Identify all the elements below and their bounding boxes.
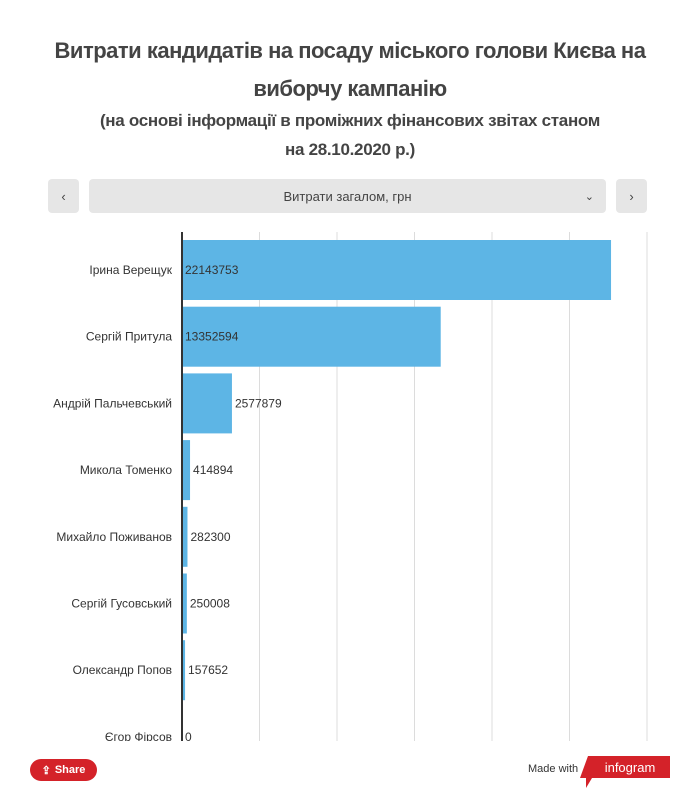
chart-subtitle: (на основі інформації в проміжних фінанс…: [99, 111, 601, 159]
data-label: 2577879: [235, 396, 282, 410]
bar: [182, 506, 188, 567]
chevron-down-icon: ⌄: [584, 190, 594, 203]
bar: [182, 573, 187, 634]
bar: [182, 640, 186, 701]
share-icon: ⇪: [41, 764, 51, 777]
bar-chart: Ірина Верещук 22143753 Сергій Притула 13352…: [0, 232, 700, 741]
share-button[interactable]: ⇪ Share: [30, 759, 97, 781]
bar: [182, 306, 441, 367]
dataset-dropdown[interactable]: Витрати загалом, грн ⌄: [89, 179, 606, 213]
brand-text: infogram: [605, 760, 656, 775]
share-label: Share: [54, 764, 86, 776]
category-label: Ірина Верещук: [89, 263, 172, 277]
data-label: 13352594: [185, 330, 239, 344]
chart-title: Витрати кандидатів на посаду міського го…: [54, 38, 646, 101]
category-label: Михайло Поживанов: [56, 530, 172, 544]
chart-svg: Ірина Верещук 22143753 Сергій Притула 13352…: [53, 232, 648, 741]
prev-button[interactable]: ‹: [48, 179, 79, 213]
category-label: Сергій Гусовський: [71, 597, 172, 611]
data-label: 157652: [188, 663, 228, 677]
next-button[interactable]: ›: [616, 179, 647, 213]
data-label: 282300: [190, 530, 230, 544]
dropdown-value: Витрати загалом, грн: [283, 188, 412, 204]
infogram-logo[interactable]: infogram: [580, 756, 670, 790]
bar: [182, 373, 232, 434]
bar: [182, 240, 612, 300]
data-label: 0: [185, 730, 192, 741]
data-label: 414894: [193, 463, 233, 477]
bar: [182, 440, 191, 501]
category-label: Олександр Попов: [73, 663, 172, 677]
chevron-left-icon: ‹: [61, 188, 66, 204]
category-label: Сергій Притула: [86, 330, 172, 344]
category-label: Єгор Фірсов: [105, 730, 172, 741]
made-with-text: Made with: [528, 763, 579, 775]
category-label: Микола Томенко: [80, 463, 173, 477]
data-label: 250008: [190, 597, 230, 611]
data-label: 22143753: [185, 263, 239, 277]
category-label: Андрій Пальчевський: [53, 396, 172, 410]
chevron-right-icon: ›: [629, 188, 634, 204]
